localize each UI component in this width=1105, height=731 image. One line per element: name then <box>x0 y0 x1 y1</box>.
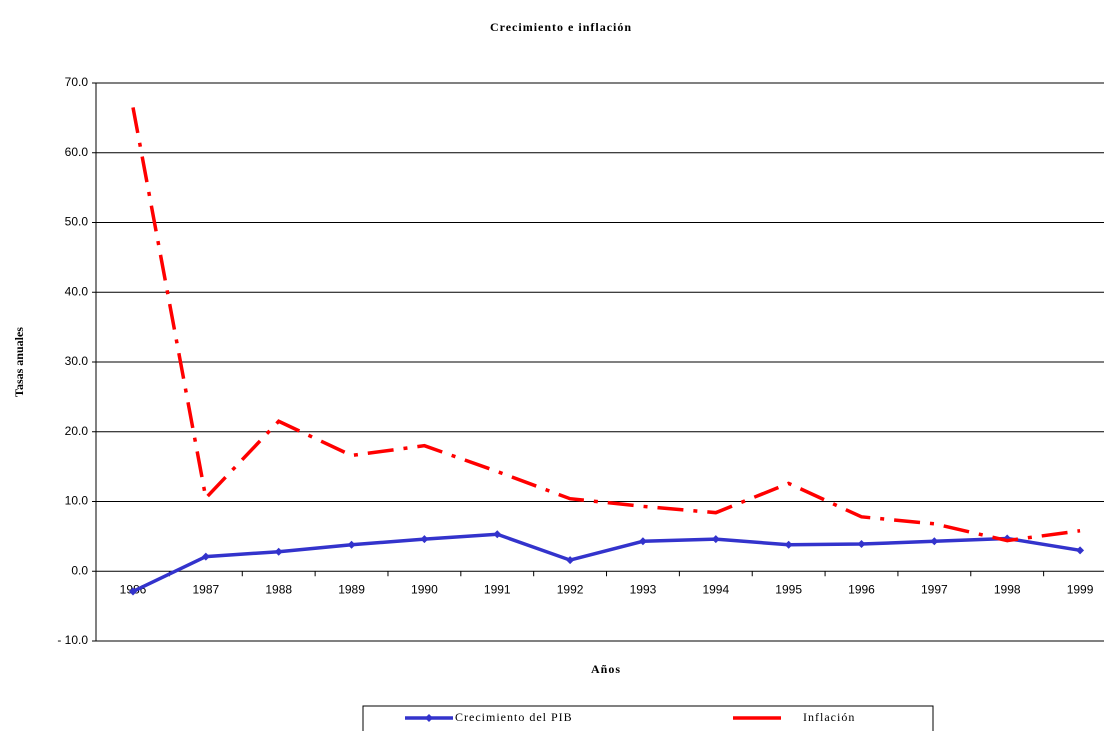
y-tick-label: 20.0 <box>65 424 89 438</box>
series-marker <box>347 540 356 549</box>
y-tick-label: 0.0 <box>71 563 88 577</box>
x-tick-label: 1991 <box>484 582 511 596</box>
y-tick-label: 60.0 <box>65 145 89 159</box>
x-tick-label: 1995 <box>775 582 802 596</box>
series-marker <box>857 540 866 549</box>
y-tick-label: 10.0 <box>65 494 89 508</box>
series-marker <box>420 535 429 544</box>
x-tick-label: 1988 <box>265 582 292 596</box>
series-line <box>132 532 1081 594</box>
x-tick-label: 1989 <box>338 582 365 596</box>
y-tick-label: 30.0 <box>65 354 89 368</box>
series-marker <box>638 537 647 546</box>
series-marker <box>784 540 793 549</box>
series-marker <box>566 556 575 565</box>
series-marker <box>711 535 720 544</box>
y-tick-label: 70.0 <box>65 75 89 89</box>
x-tick-label: 1990 <box>411 582 438 596</box>
x-axis-label: Años <box>591 662 621 676</box>
x-tick-label: 1998 <box>994 582 1021 596</box>
x-tick-label: 1993 <box>630 582 657 596</box>
series-marker <box>493 530 502 539</box>
series-marker <box>930 537 939 546</box>
y-tick-label: 50.0 <box>65 215 89 229</box>
x-tick-label: 1994 <box>702 582 729 596</box>
legend-label: Crecimiento del PIB <box>455 710 573 724</box>
legend-marker <box>425 714 433 722</box>
series-marker <box>1076 546 1085 555</box>
x-tick-label: 1996 <box>848 582 875 596</box>
series-marker <box>201 552 210 561</box>
legend-label: Inflación <box>803 710 855 724</box>
series-marker <box>274 547 283 556</box>
y-tick-label: - 10.0 <box>57 633 88 647</box>
legend-box <box>362 705 934 731</box>
y-tick-label: 40.0 <box>65 284 89 298</box>
x-tick-label: 1999 <box>1067 582 1094 596</box>
x-tick-label: 1992 <box>557 582 584 596</box>
series-line <box>131 107 1081 543</box>
chart-title: Crecimiento e inflación <box>490 20 632 34</box>
x-tick-label: 1987 <box>192 582 219 596</box>
series-marker <box>129 587 137 596</box>
x-tick-label: 1997 <box>921 582 948 596</box>
y-axis-label: Tasas anuales <box>12 327 26 397</box>
